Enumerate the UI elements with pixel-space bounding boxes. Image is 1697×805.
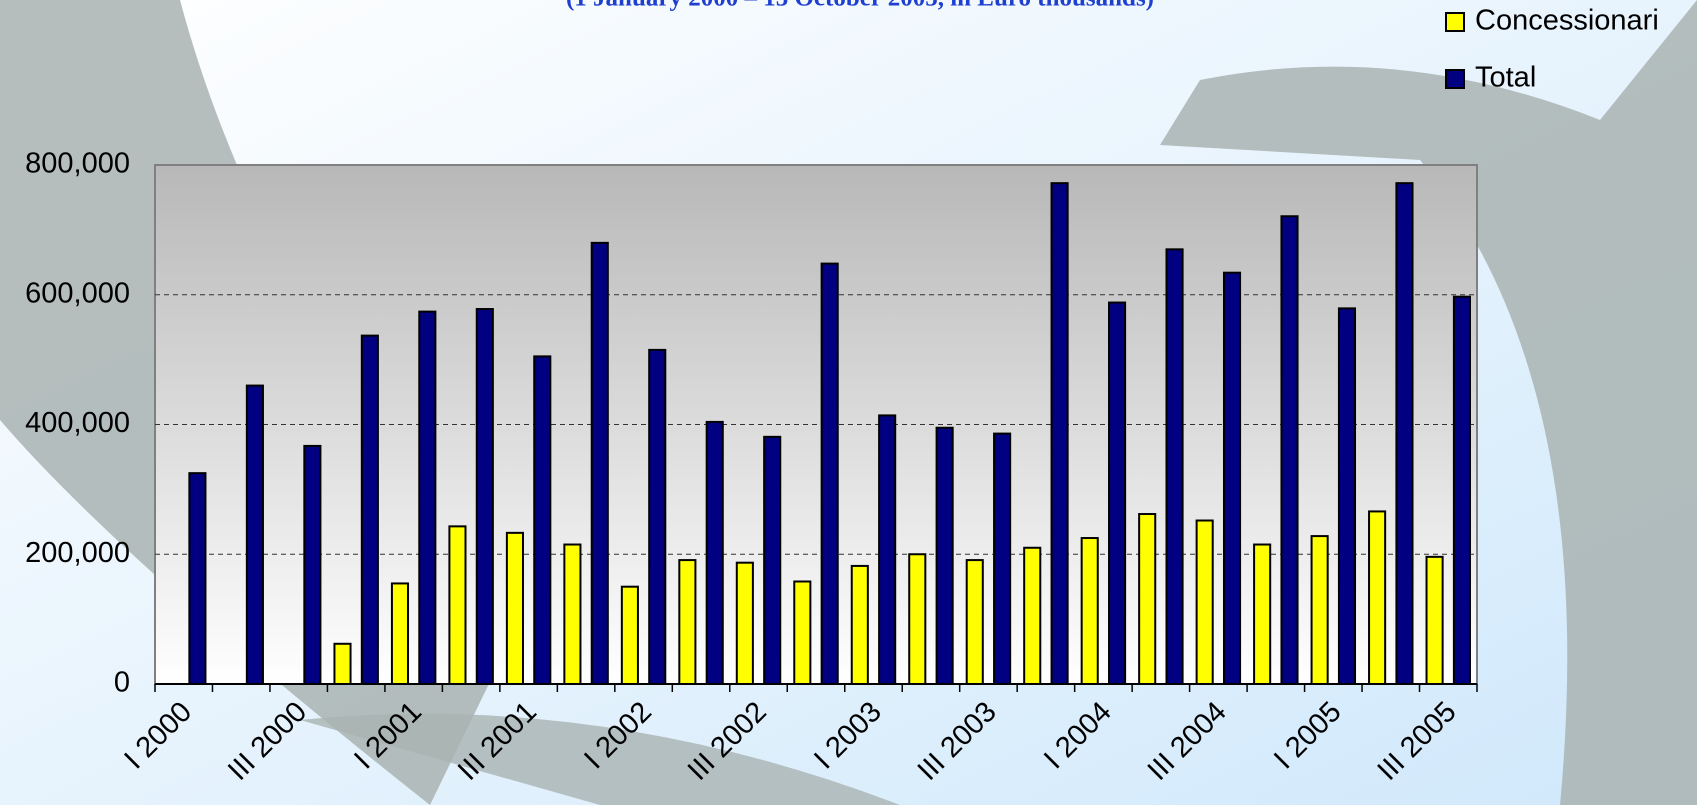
bar (1427, 557, 1443, 684)
bar (304, 446, 320, 684)
bar (1369, 511, 1385, 684)
bar (449, 526, 465, 684)
bar (564, 545, 580, 684)
bar (1109, 303, 1125, 684)
bar (362, 336, 378, 684)
bar (1454, 297, 1470, 684)
bar (1312, 536, 1328, 684)
bar (247, 386, 263, 684)
bar (707, 422, 723, 684)
bar (507, 533, 523, 684)
chart: (1 January 2000 – 15 October 2005, in Eu… (0, 0, 1697, 805)
bar (679, 560, 695, 684)
bar (622, 587, 638, 684)
bar (1197, 521, 1213, 684)
bar (334, 644, 350, 684)
bar (1281, 216, 1297, 684)
bar (419, 312, 435, 684)
bar (1024, 548, 1040, 684)
y-tick-label: 600,000 (25, 277, 130, 309)
bar (1254, 545, 1270, 684)
y-tick-label: 800,000 (25, 148, 130, 180)
bar (967, 560, 983, 684)
legend-swatch (1446, 70, 1464, 88)
bar (1139, 514, 1155, 684)
bar (937, 428, 953, 684)
bar (737, 563, 753, 684)
bar (794, 581, 810, 684)
bar (909, 554, 925, 684)
legend-label: Total (1475, 62, 1536, 94)
bar (649, 350, 665, 684)
bar (1052, 183, 1068, 684)
y-tick-label: 0 (114, 667, 130, 699)
bar (534, 356, 550, 684)
bar (994, 434, 1010, 684)
bar (392, 583, 408, 684)
bar (1396, 183, 1412, 684)
y-tick-label: 200,000 (25, 537, 130, 569)
bar (764, 437, 780, 684)
bar (189, 473, 205, 684)
bar (592, 243, 608, 684)
legend-swatch (1446, 13, 1464, 31)
bar (822, 264, 838, 684)
bar (1167, 249, 1183, 684)
bar (477, 309, 493, 684)
bar (1339, 308, 1355, 684)
legend-label: Concessionari (1475, 5, 1659, 37)
chart-subtitle: (1 January 2000 – 15 October 2005, in Eu… (566, 0, 1154, 12)
bar (1082, 538, 1098, 684)
bar (1224, 273, 1240, 684)
bar (852, 566, 868, 684)
y-tick-label: 400,000 (25, 407, 130, 439)
bar (879, 415, 895, 684)
